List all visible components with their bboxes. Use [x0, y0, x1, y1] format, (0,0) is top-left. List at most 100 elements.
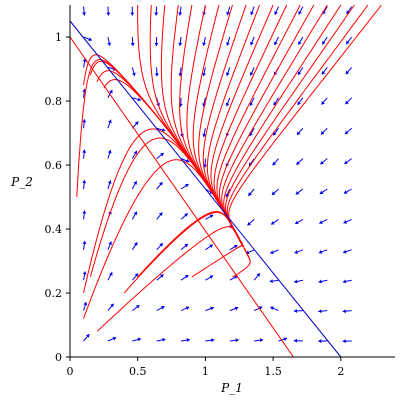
x-tick-label: 1.5 [264, 365, 282, 378]
field-arrowhead [133, 181, 137, 185]
field-arrowhead [249, 72, 254, 76]
field-arrowhead [133, 242, 138, 246]
field-arrowhead [258, 306, 263, 310]
y-tick-label: 0.6 [45, 159, 63, 172]
trajectory-line [232, 247, 251, 278]
field-arrowhead [233, 244, 238, 249]
trajectories [76, 4, 382, 332]
field-arrowhead [271, 191, 276, 196]
field-arrowhead [202, 133, 207, 138]
field-arrowhead [296, 131, 301, 135]
trajectory-line [210, 4, 274, 246]
field-arrowhead [344, 130, 349, 135]
field-arrowhead [248, 192, 252, 196]
field-arrowhead [107, 42, 112, 46]
field-arrowhead [180, 133, 185, 138]
field-arrowhead [154, 42, 159, 46]
field-arrowhead [161, 128, 166, 132]
field-arrowhead [154, 12, 159, 16]
field-arrowhead [160, 305, 165, 310]
field-arrowhead [249, 102, 254, 106]
trajectory-line [179, 4, 243, 246]
x-tick-label: 0.5 [129, 365, 147, 378]
field-arrowhead [82, 58, 87, 62]
field-arrowhead [158, 212, 163, 217]
field-arrowhead [85, 334, 90, 338]
y-tick-label: 0.2 [45, 287, 63, 300]
field-arrowhead [210, 306, 214, 311]
y-tick-label: 0.8 [45, 95, 63, 108]
trajectory-line [221, 4, 328, 247]
field-arrowhead [211, 338, 215, 343]
field-arrowhead [343, 220, 348, 224]
field-arrowhead [250, 11, 254, 16]
field-arrowhead [202, 12, 207, 16]
field-arrowhead [342, 339, 346, 344]
field-arrowhead [82, 149, 87, 153]
field-arrowhead [270, 306, 274, 311]
trajectory-line [123, 211, 244, 294]
y-tick-label: 0 [55, 351, 62, 364]
ticks: 0 0.5 1 1.5 2 0 0.2 0.4 0.6 0.8 1 [45, 31, 345, 378]
trajectory-line [96, 226, 244, 332]
x-tick-label: 2 [337, 365, 344, 378]
field-arrowhead [108, 241, 113, 245]
field-arrowhead [225, 102, 230, 107]
field-arrowhead [159, 182, 163, 186]
field-arrowhead [184, 184, 189, 188]
field-arrowhead [134, 121, 139, 126]
field-arrowhead [319, 220, 323, 224]
field-arrowhead [130, 12, 135, 16]
field-arrowhead [318, 309, 322, 314]
x-tick-label: 0 [67, 365, 74, 378]
trajectory-line [198, 4, 243, 246]
field-arrowhead [343, 190, 348, 194]
field-arrowhead [247, 221, 252, 226]
field-arrowhead [297, 71, 302, 75]
x-axis-title: P_1 [220, 381, 243, 395]
field-arrowhead [133, 211, 138, 216]
field-arrowhead [269, 279, 273, 284]
trajectory-line [191, 245, 244, 278]
trajectory-line [76, 59, 241, 242]
field-arrowhead [225, 72, 230, 76]
field-arrowhead [88, 37, 92, 42]
field-arrowhead [160, 152, 164, 157]
field-arrowhead [186, 338, 190, 343]
field-arrowhead [270, 250, 274, 255]
field-arrowhead [83, 301, 88, 306]
field-arrowhead [272, 161, 277, 166]
field-arrowhead [184, 243, 188, 248]
field-arrowhead [178, 42, 183, 46]
trajectory-line [228, 4, 382, 247]
field-arrowhead [274, 11, 278, 15]
field-arrowhead [294, 279, 298, 284]
field-arrowhead [110, 303, 114, 308]
field-arrowhead [137, 97, 141, 102]
field-arrowhead [274, 41, 278, 46]
field-arrowhead [226, 42, 230, 46]
field-arrowhead [294, 250, 299, 254]
x-tick-label: 1 [202, 365, 209, 378]
field-arrowhead [184, 275, 189, 279]
field-arrowhead [159, 243, 163, 247]
field-arrowhead [318, 339, 322, 344]
nullcline-blue [69, 20, 342, 358]
field-arrowhead [283, 337, 288, 342]
y-axis-title: P_2 [10, 175, 33, 189]
field-arrowhead [209, 244, 213, 248]
field-arrowhead [137, 337, 141, 342]
field-arrowhead [162, 337, 166, 342]
field-arrowhead [318, 279, 322, 284]
field-arrowhead [82, 240, 87, 245]
trajectory-line [83, 159, 243, 319]
trajectory-line [103, 79, 242, 244]
field-arrowhead [133, 150, 138, 155]
field-arrowhead [82, 210, 87, 214]
field-arrowhead [235, 338, 239, 343]
y-tick-label: 0.4 [45, 223, 63, 236]
field-arrowhead [178, 12, 183, 16]
field-arrowhead [346, 10, 350, 15]
field-arrowhead [345, 100, 349, 105]
